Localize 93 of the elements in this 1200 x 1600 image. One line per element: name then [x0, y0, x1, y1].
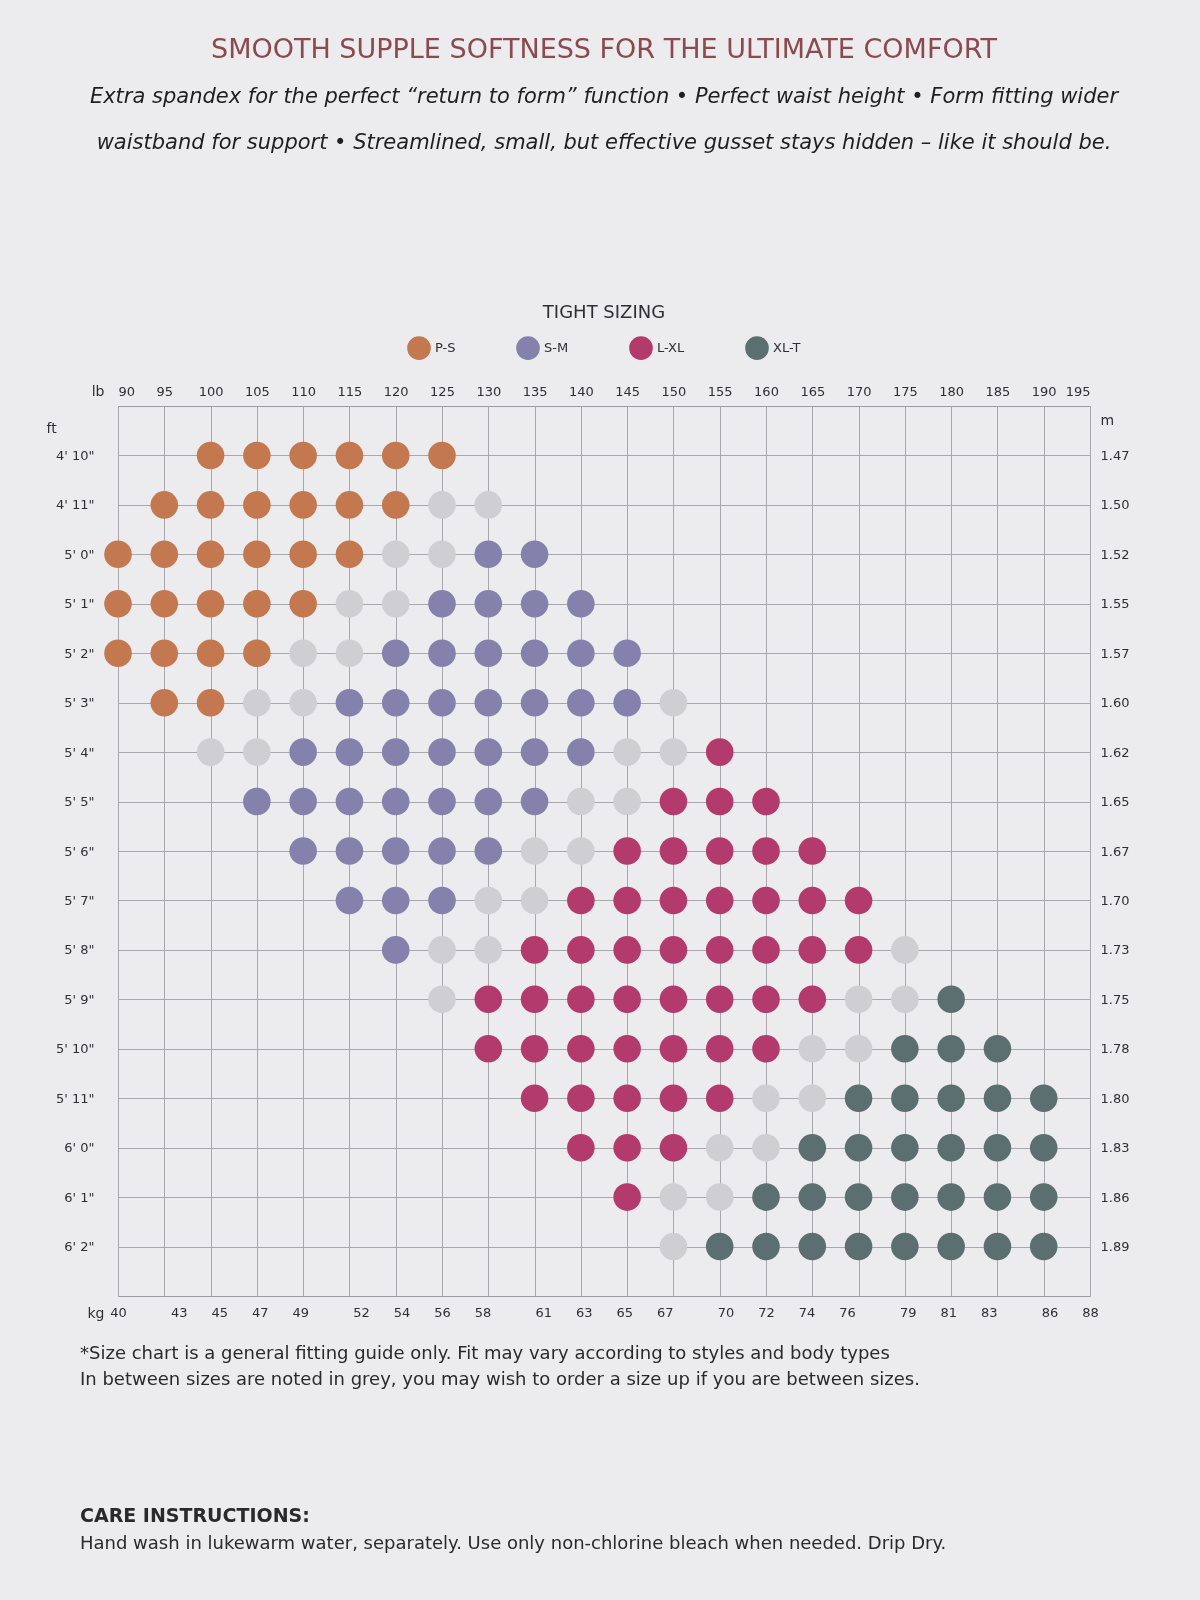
x-tick-label: 140 — [568, 383, 594, 399]
x2-tick-label: 58 — [474, 1304, 492, 1320]
x2-tick-label: 67 — [656, 1304, 674, 1320]
x-tick-label: 100 — [198, 383, 224, 399]
text: CARE INSTRUCTIONS: — [80, 1503, 311, 1529]
x2-tick-label: 63 — [575, 1304, 593, 1320]
x2-tick-label: 61 — [535, 1304, 553, 1320]
y-tick-label: 5' 3" — [64, 695, 95, 711]
y2-tick-label: 1.55 — [1100, 596, 1130, 612]
x2-tick-label: 54 — [393, 1304, 411, 1320]
y-tick-label: 6' 0" — [64, 1140, 95, 1156]
legend-label: L-XL — [657, 340, 685, 356]
x2-tick-label: 49 — [292, 1304, 310, 1320]
y-tick-label: 5' 7" — [64, 892, 95, 908]
x2-tick-label: 88 — [1082, 1304, 1099, 1320]
y-tick-label: 6' 1" — [64, 1189, 95, 1205]
x2-tick-label: 47 — [251, 1304, 269, 1320]
y-tick-label: 5' 0" — [64, 546, 95, 562]
x2-tick-label: 79 — [899, 1304, 917, 1320]
x2-tick-label: 43 — [170, 1304, 188, 1320]
y2-tick-label: 1.60 — [1100, 695, 1130, 711]
y2-tick-label: 1.57 — [1100, 645, 1130, 661]
x-tick-label: 145 — [615, 383, 641, 399]
text: Hand wash in lukewarm water, separately. Use only non-chlorine bleach when needed. Drip Dry. — [80, 1530, 948, 1555]
x-tick-label: 170 — [846, 383, 872, 399]
x-tick-label: 105 — [244, 383, 270, 399]
y-tick-label: 4' 11" — [56, 497, 95, 513]
x-tick-label: 115 — [337, 383, 363, 399]
x-tick-label: 135 — [522, 383, 548, 399]
y2-tick-label: 1.89 — [1100, 1239, 1130, 1255]
x-tick-label: 175 — [892, 383, 918, 399]
y2-tick-label: 1.52 — [1100, 546, 1130, 562]
x-tick-label: 120 — [383, 383, 409, 399]
y2-tick-label: 1.86 — [1100, 1189, 1130, 1205]
y-tick-label: 5' 5" — [64, 794, 95, 810]
y-tick-label: 5' 10" — [56, 1041, 95, 1057]
chart-title: SMOOTH SUPPLE SOFTNESS FOR THE ULTIMATE COMFORT — [211, 33, 998, 64]
x2-tick-label: 40 — [110, 1304, 127, 1320]
x-tick-label: 130 — [476, 383, 502, 399]
y-tick-label: 5' 11" — [56, 1090, 95, 1106]
y-tick-label: 5' 9" — [64, 991, 95, 1007]
x-axis-title: lb — [91, 382, 105, 399]
y-axis-title: ft — [46, 419, 58, 436]
x-tick-label: 90 — [118, 383, 136, 399]
y2-tick-label: 1.50 — [1100, 497, 1130, 513]
x-tick-label: 110 — [291, 383, 317, 399]
y2-axis-title: m — [1100, 411, 1115, 428]
y2-tick-label: 1.62 — [1100, 744, 1130, 760]
y-tick-label: 5' 8" — [64, 942, 95, 958]
x-tick-label: 165 — [800, 383, 826, 399]
x2-tick-label: 56 — [434, 1304, 451, 1320]
x2-tick-label: 74 — [798, 1304, 816, 1320]
x2-tick-label: 72 — [758, 1304, 775, 1320]
legend-label: XL-T — [773, 340, 801, 356]
x2-tick-label: 45 — [211, 1304, 229, 1320]
x2-tick-label: 86 — [1041, 1304, 1059, 1320]
y-tick-label: 5' 4" — [64, 744, 95, 760]
legend-label: S-M — [544, 340, 569, 356]
text: *Size chart is a general fitting guide only. Fit may vary according to styles and body types — [80, 1341, 891, 1365]
x2-tick-label: 52 — [353, 1304, 370, 1320]
x-tick-label: 195 — [1065, 383, 1091, 399]
x2-tick-label: 76 — [839, 1304, 856, 1320]
x-tick-label: 185 — [985, 383, 1011, 399]
x2-tick-label: 65 — [616, 1304, 634, 1320]
x-tick-label: 160 — [754, 383, 779, 399]
legend-title: TIGHT SIZING — [541, 301, 666, 322]
x-tick-label: 190 — [1031, 383, 1057, 399]
x2-axis-title: kg — [87, 1304, 105, 1321]
y-tick-label: 6' 2" — [64, 1239, 95, 1255]
y-tick-label: 5' 2" — [64, 645, 95, 661]
x-tick-label: 180 — [939, 383, 965, 399]
y2-tick-label: 1.75 — [1100, 991, 1130, 1007]
y2-tick-label: 1.83 — [1100, 1140, 1130, 1156]
y2-tick-label: 1.80 — [1100, 1090, 1130, 1106]
legend-label: P-S — [435, 340, 456, 356]
x2-tick-label: 81 — [940, 1304, 958, 1320]
y2-tick-label: 1.47 — [1100, 447, 1130, 463]
y2-tick-label: 1.78 — [1100, 1041, 1130, 1057]
y2-tick-label: 1.65 — [1100, 794, 1130, 810]
text: In between sizes are noted in grey, you may wish to order a size up if you are between sizes. — [80, 1367, 921, 1392]
x-tick-label: 155 — [707, 383, 733, 399]
y-tick-label: 4' 10" — [56, 447, 95, 463]
x2-tick-label: 70 — [717, 1304, 735, 1320]
x-tick-label: 125 — [430, 383, 455, 399]
x-tick-label: 150 — [661, 383, 687, 399]
chart-subtitle: Extra spandex for the perfect “return to form” function • Perfect waist height • Form fitting wider waistband for support • Streamlined, small, but effective gusset stays hidden – like it should be. — [89, 84, 1120, 154]
y-tick-label: 5' 6" — [64, 843, 95, 859]
x-tick-label: 95 — [156, 383, 174, 399]
y-tick-label: 5' 1" — [64, 596, 95, 612]
y2-tick-label: 1.73 — [1100, 942, 1130, 958]
y2-tick-label: 1.67 — [1100, 843, 1130, 859]
y2-tick-label: 1.70 — [1100, 892, 1130, 908]
x2-tick-label: 83 — [980, 1304, 998, 1320]
